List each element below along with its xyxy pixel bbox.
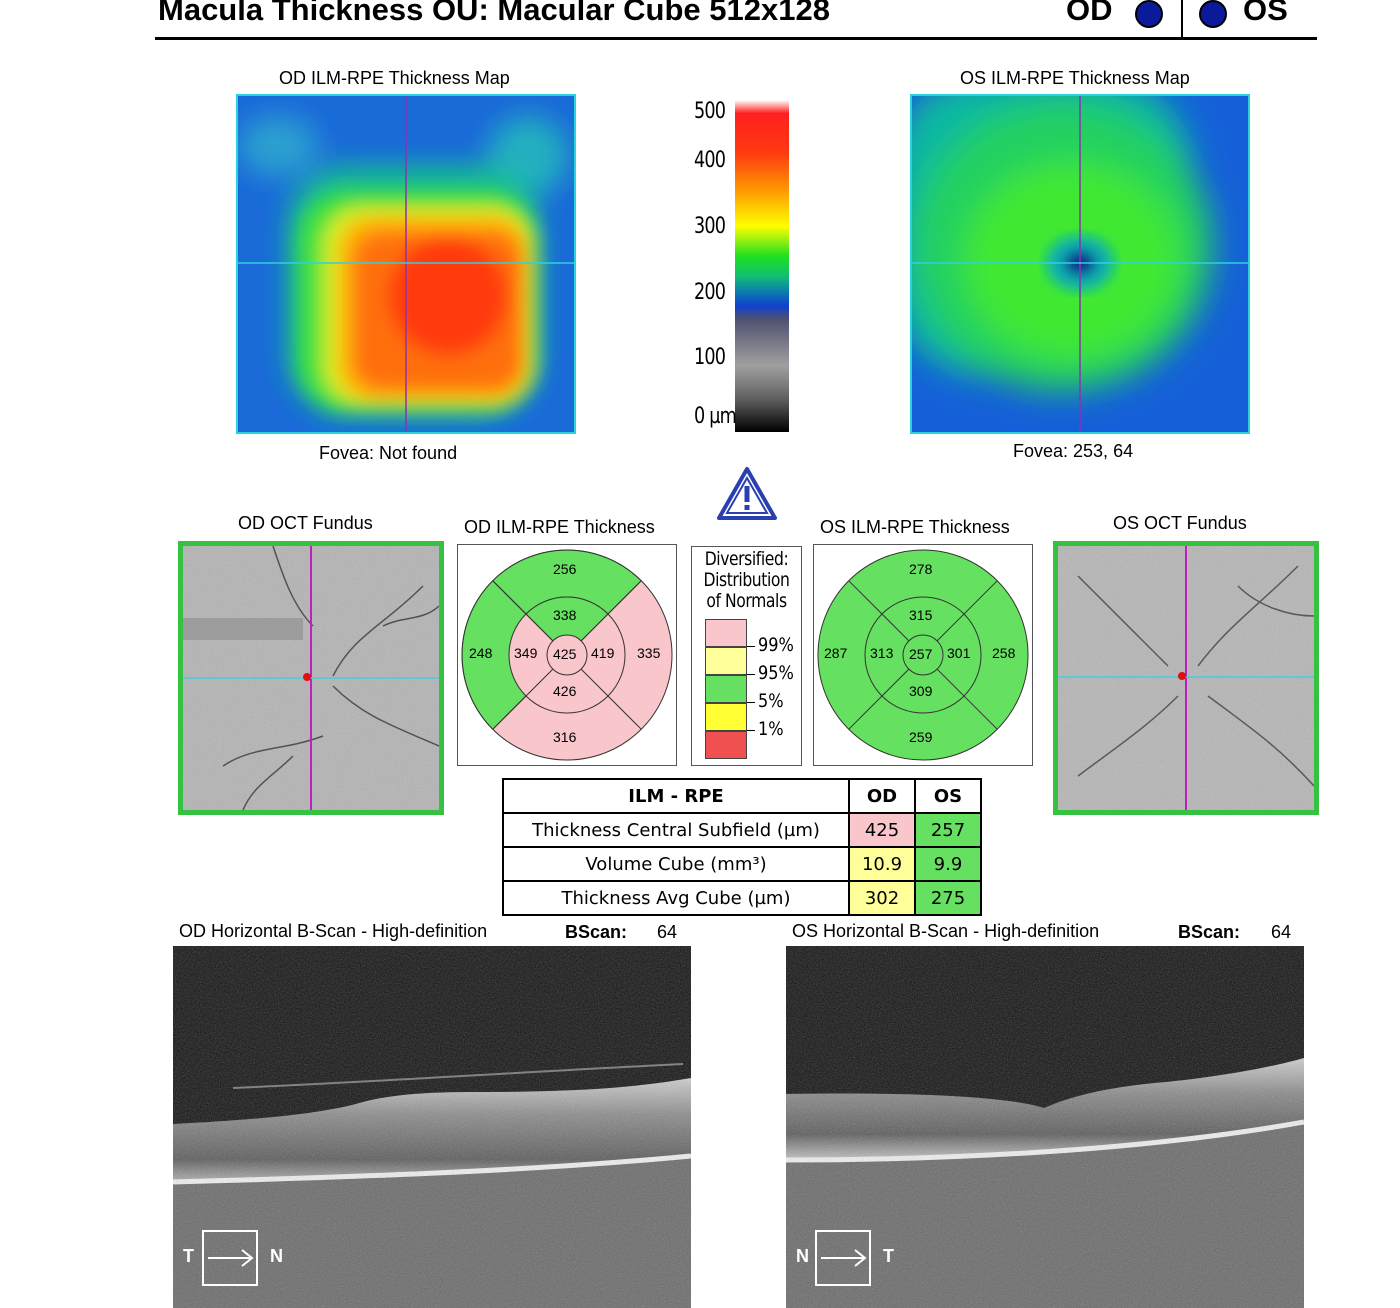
od-nasal-inner: 349 xyxy=(514,645,538,661)
od-superior-inner: 338 xyxy=(553,607,577,623)
od-bscan-label: BScan: xyxy=(565,922,628,942)
legend-tick xyxy=(747,646,755,647)
os-bscan-right-direction: T xyxy=(883,1246,894,1266)
legend-swatch-green xyxy=(705,675,747,703)
row-od-value: 10.9 xyxy=(848,846,916,882)
od-inferior-outer: 316 xyxy=(553,729,577,745)
legend-swatch-light-yellow xyxy=(705,647,747,675)
legend-title-line-3: of Normals xyxy=(706,590,787,612)
od-bscan-number: 64 xyxy=(657,922,678,942)
table-row: Volume Cube (mm³) 10.9 9.9 xyxy=(502,846,982,882)
legend-swatch-pink xyxy=(705,619,747,647)
os-etdrs-grid[interactable] xyxy=(813,544,1033,766)
legend-tick xyxy=(747,702,755,703)
scale-tick-400: 400 xyxy=(694,148,726,173)
table-header-os: OS xyxy=(914,778,982,814)
os-grid-title: OS ILM-RPE Thickness xyxy=(820,517,1010,537)
os-fovea-position: Fovea: 253, 64 xyxy=(1013,441,1134,461)
warning-triangle-icon xyxy=(716,466,778,522)
scale-tick-300: 300 xyxy=(694,214,726,239)
od-oct-fundus-image[interactable] xyxy=(178,541,444,815)
thickness-color-scale xyxy=(735,100,789,432)
legend-level-99: 99% xyxy=(758,634,794,656)
os-oct-fundus-image[interactable] xyxy=(1053,541,1319,815)
os-eye-dot-icon xyxy=(1199,0,1227,28)
os-nasal-inner: 313 xyxy=(870,645,894,661)
os-superior-inner: 315 xyxy=(909,607,933,623)
table-header-ilm-rpe: ILM - RPE xyxy=(502,778,850,814)
scale-tick-0: 0 µm xyxy=(694,404,737,429)
od-nasal-outer: 248 xyxy=(469,645,493,661)
od-thickness-map[interactable] xyxy=(236,94,576,434)
os-nasal-outer: 287 xyxy=(824,645,848,661)
od-temporal-outer: 335 xyxy=(637,645,661,661)
os-superior-outer: 278 xyxy=(909,561,933,577)
legend-swatch-yellow xyxy=(705,703,747,731)
row-os-value: 9.9 xyxy=(914,846,982,882)
scale-tick-200: 200 xyxy=(694,280,726,305)
legend-title-line-2: Distribution xyxy=(703,569,790,591)
od-eye-dot-icon xyxy=(1135,0,1163,28)
od-eye-label: OD xyxy=(1066,0,1113,27)
header-rule xyxy=(155,37,1317,40)
normative-distribution-legend: Diversified: Distribution of Normals 99%… xyxy=(691,546,802,766)
od-etdrs-grid[interactable] xyxy=(457,544,677,766)
header-separator xyxy=(1181,0,1183,38)
od-bscan-orientation-arrow-icon xyxy=(202,1230,258,1286)
row-label: Thickness Avg Cube (µm) xyxy=(502,880,850,916)
row-os-value: 257 xyxy=(914,812,982,848)
od-temporal-inner: 419 xyxy=(591,645,615,661)
os-center: 257 xyxy=(909,646,933,662)
table-row: Thickness Central Subfield (µm) 425 257 xyxy=(502,812,982,848)
report-title: Macula Thickness OU: Macular Cube 512x12… xyxy=(158,0,830,27)
od-bscan-right-direction: N xyxy=(270,1246,283,1266)
os-inferior-outer: 259 xyxy=(909,729,933,745)
od-fundus-title: OD OCT Fundus xyxy=(238,513,373,533)
od-thickness-map-title: OD ILM-RPE Thickness Map xyxy=(279,68,510,88)
scale-tick-500: 500 xyxy=(694,99,726,124)
row-od-value: 302 xyxy=(848,880,916,916)
thickness-summary-table: ILM - RPE OD OS Thickness Central Subfie… xyxy=(502,778,982,916)
legend-tick xyxy=(747,674,755,675)
legend-title-line-1: Diversified: xyxy=(704,548,789,570)
os-thickness-map-title: OS ILM-RPE Thickness Map xyxy=(960,68,1190,88)
os-bscan-left-direction: N xyxy=(796,1246,809,1266)
os-bscan-orientation-arrow-icon xyxy=(815,1230,871,1286)
table-row: Thickness Avg Cube (µm) 302 275 xyxy=(502,880,982,916)
row-od-value: 425 xyxy=(848,812,916,848)
od-center: 425 xyxy=(553,646,577,662)
os-bscan-label: BScan: xyxy=(1178,922,1241,942)
os-thickness-map[interactable] xyxy=(910,94,1250,434)
row-os-value: 275 xyxy=(914,880,982,916)
os-bscan-image[interactable]: N T xyxy=(786,946,1304,1308)
od-inferior-inner: 426 xyxy=(553,683,577,699)
od-superior-outer: 256 xyxy=(553,561,577,577)
od-bscan-title: OD Horizontal B-Scan - High-definition xyxy=(179,921,488,941)
row-label: Thickness Central Subfield (µm) xyxy=(502,812,850,848)
legend-level-1: 1% xyxy=(758,718,784,740)
legend-tick xyxy=(747,730,755,731)
legend-level-95: 95% xyxy=(758,662,794,684)
legend-swatch-red xyxy=(705,731,747,759)
row-label: Volume Cube (mm³) xyxy=(502,846,850,882)
od-bscan-left-direction: T xyxy=(183,1246,194,1266)
od-grid-title: OD ILM-RPE Thickness xyxy=(464,517,655,537)
os-fundus-title: OS OCT Fundus xyxy=(1113,513,1247,533)
os-temporal-inner: 301 xyxy=(947,645,971,661)
scale-tick-100: 100 xyxy=(694,345,726,370)
od-bscan-image[interactable]: T N xyxy=(173,946,691,1308)
legend-level-5: 5% xyxy=(758,690,784,712)
os-inferior-inner: 309 xyxy=(909,683,933,699)
os-bscan-title: OS Horizontal B-Scan - High-definition xyxy=(792,921,1100,941)
os-temporal-outer: 258 xyxy=(992,645,1016,661)
os-bscan-number: 64 xyxy=(1271,922,1292,942)
table-header-od: OD xyxy=(848,778,916,814)
od-fovea-status: Fovea: Not found xyxy=(319,443,458,463)
os-eye-label: OS xyxy=(1243,0,1288,27)
